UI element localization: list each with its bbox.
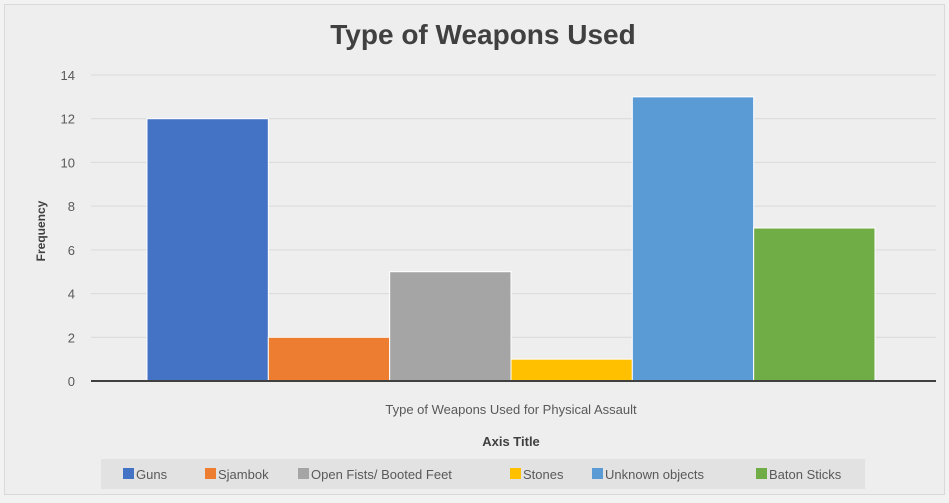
y-axis-label: Frequency: [34, 200, 48, 261]
y-tick-label: 10: [61, 155, 75, 170]
bar-guns: [147, 119, 268, 381]
bar-baton-sticks: [754, 228, 875, 381]
legend-label: Unknown objects: [605, 467, 704, 482]
bar-sjambok: [268, 337, 389, 381]
bar-chart: 0 2 4 6 8 10 12 14 Type of Weapons Used Frequen…: [5, 5, 946, 496]
y-tick-label: 12: [61, 112, 75, 127]
legend-label: Stones: [523, 467, 564, 482]
legend-label: Guns: [136, 467, 168, 482]
category-label: Type of Weapons Used for Physical Assaul…: [385, 402, 637, 417]
y-tick-labels: 0 2 4 6 8 10 12 14: [61, 68, 75, 389]
legend-label: Baton Sticks: [769, 467, 842, 482]
legend-label: Sjambok: [218, 467, 269, 482]
y-tick-label: 6: [68, 243, 75, 258]
legend-swatch: [592, 468, 603, 479]
y-tick-label: 2: [68, 330, 75, 345]
bars: [147, 97, 875, 381]
y-tick-label: 0: [68, 374, 75, 389]
legend-swatch: [298, 468, 309, 479]
chart-title: Type of Weapons Used: [330, 19, 635, 50]
legend-label: Open Fists/ Booted Feet: [311, 467, 452, 482]
bar-stones: [511, 359, 632, 381]
x-axis-title: Axis Title: [482, 434, 540, 449]
legend-swatch: [123, 468, 134, 479]
bar-unknown-objects: [632, 97, 753, 381]
y-tick-label: 8: [68, 199, 75, 214]
chart-container: 0 2 4 6 8 10 12 14 Type of Weapons Used Frequen…: [4, 4, 945, 495]
legend-swatch: [510, 468, 521, 479]
y-tick-label: 14: [61, 68, 75, 83]
legend-swatch: [205, 468, 216, 479]
bar-open-fists-booted-feet: [390, 272, 511, 381]
y-tick-label: 4: [68, 287, 75, 302]
legend-swatch: [756, 468, 767, 479]
